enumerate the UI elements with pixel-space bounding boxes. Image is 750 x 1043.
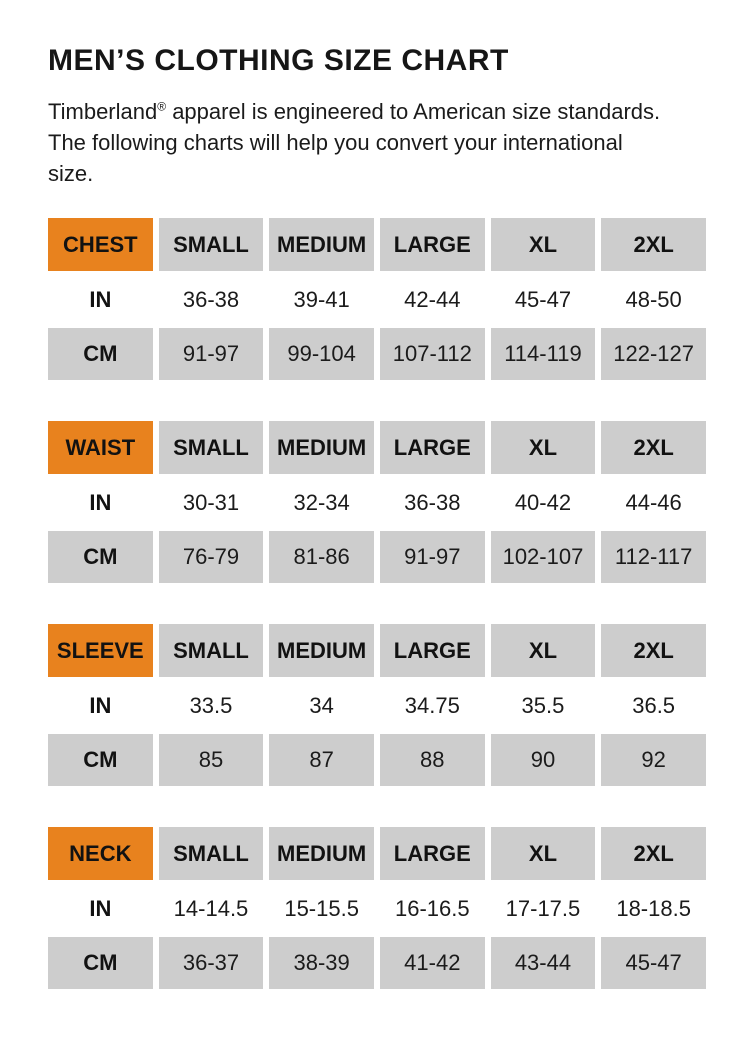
- table-header-row: CHEST SMALL MEDIUM LARGE XL 2XL: [48, 218, 706, 271]
- value-cell: 99-104: [269, 328, 374, 380]
- value-cell: 90: [490, 734, 596, 786]
- value-cell: 39-41: [269, 271, 374, 328]
- size-header-cell: MEDIUM: [269, 218, 374, 271]
- category-cell: SLEEVE: [48, 624, 153, 677]
- value-cell: 43-44: [490, 937, 596, 989]
- value-cell: 45-47: [601, 937, 706, 989]
- category-cell: NECK: [48, 827, 153, 880]
- value-cell: 40-42: [490, 474, 596, 531]
- value-cell: 112-117: [601, 531, 706, 583]
- size-table-sleeve: SLEEVE SMALL MEDIUM LARGE XL 2XL IN 33.5…: [42, 624, 712, 786]
- size-header-cell: SMALL: [158, 421, 264, 474]
- value-cell: 32-34: [269, 474, 374, 531]
- value-cell: 114-119: [490, 328, 596, 380]
- size-header-cell: SMALL: [158, 624, 264, 677]
- size-header-cell: LARGE: [379, 827, 485, 880]
- value-cell: 88: [379, 734, 485, 786]
- size-header-cell: MEDIUM: [269, 827, 374, 880]
- unit-cell: CM: [48, 328, 153, 380]
- value-cell: 33.5: [158, 677, 264, 734]
- size-header-cell: 2XL: [601, 624, 706, 677]
- value-cell: 36.5: [601, 677, 706, 734]
- unit-cell: IN: [48, 271, 153, 328]
- table-row-inches: IN 36-38 39-41 42-44 45-47 48-50: [48, 271, 706, 328]
- value-cell: 41-42: [379, 937, 485, 989]
- value-cell: 35.5: [490, 677, 596, 734]
- unit-cell: IN: [48, 677, 153, 734]
- table-row-inches: IN 33.5 34 34.75 35.5 36.5: [48, 677, 706, 734]
- table-row-inches: IN 30-31 32-34 36-38 40-42 44-46: [48, 474, 706, 531]
- value-cell: 15-15.5: [269, 880, 374, 937]
- value-cell: 38-39: [269, 937, 374, 989]
- size-table-waist: WAIST SMALL MEDIUM LARGE XL 2XL IN 30-31…: [42, 421, 712, 583]
- value-cell: 91-97: [158, 328, 264, 380]
- value-cell: 36-37: [158, 937, 264, 989]
- category-cell: CHEST: [48, 218, 153, 271]
- size-header-cell: LARGE: [379, 218, 485, 271]
- intro-paragraph: Timberland® apparel is engineered to Ame…: [48, 96, 673, 189]
- table-row-centimeters: CM 91-97 99-104 107-112 114-119 122-127: [48, 328, 706, 380]
- category-cell: WAIST: [48, 421, 153, 474]
- size-header-cell: XL: [490, 218, 596, 271]
- value-cell: 48-50: [601, 271, 706, 328]
- table-row-centimeters: CM 76-79 81-86 91-97 102-107 112-117: [48, 531, 706, 583]
- table-row-centimeters: CM 85 87 88 90 92: [48, 734, 706, 786]
- size-table-chest: CHEST SMALL MEDIUM LARGE XL 2XL IN 36-38…: [42, 218, 712, 380]
- table-header-row: SLEEVE SMALL MEDIUM LARGE XL 2XL: [48, 624, 706, 677]
- unit-cell: CM: [48, 734, 153, 786]
- size-header-cell: SMALL: [158, 218, 264, 271]
- unit-cell: CM: [48, 531, 153, 583]
- size-header-cell: SMALL: [158, 827, 264, 880]
- size-header-cell: LARGE: [379, 624, 485, 677]
- size-table-neck: NECK SMALL MEDIUM LARGE XL 2XL IN 14-14.…: [42, 827, 712, 989]
- size-header-cell: MEDIUM: [269, 421, 374, 474]
- table-row-centimeters: CM 36-37 38-39 41-42 43-44 45-47: [48, 937, 706, 989]
- size-header-cell: 2XL: [601, 218, 706, 271]
- table-header-row: NECK SMALL MEDIUM LARGE XL 2XL: [48, 827, 706, 880]
- value-cell: 34.75: [379, 677, 485, 734]
- size-header-cell: XL: [490, 827, 596, 880]
- value-cell: 42-44: [379, 271, 485, 328]
- size-header-cell: MEDIUM: [269, 624, 374, 677]
- size-header-cell: LARGE: [379, 421, 485, 474]
- value-cell: 14-14.5: [158, 880, 264, 937]
- size-header-cell: 2XL: [601, 421, 706, 474]
- table-header-row: WAIST SMALL MEDIUM LARGE XL 2XL: [48, 421, 706, 474]
- value-cell: 102-107: [490, 531, 596, 583]
- value-cell: 44-46: [601, 474, 706, 531]
- value-cell: 107-112: [379, 328, 485, 380]
- page-title: MEN’S CLOTHING SIZE CHART: [48, 44, 509, 77]
- unit-cell: IN: [48, 880, 153, 937]
- value-cell: 85: [158, 734, 264, 786]
- value-cell: 36-38: [379, 474, 485, 531]
- value-cell: 45-47: [490, 271, 596, 328]
- registered-trademark-symbol: ®: [157, 99, 167, 114]
- value-cell: 18-18.5: [601, 880, 706, 937]
- value-cell: 92: [601, 734, 706, 786]
- brand-name: Timberland: [48, 99, 158, 124]
- value-cell: 87: [269, 734, 374, 786]
- unit-cell: IN: [48, 474, 153, 531]
- table-row-inches: IN 14-14.5 15-15.5 16-16.5 17-17.5 18-18…: [48, 880, 706, 937]
- value-cell: 34: [269, 677, 374, 734]
- value-cell: 122-127: [601, 328, 706, 380]
- value-cell: 91-97: [379, 531, 485, 583]
- value-cell: 30-31: [158, 474, 264, 531]
- value-cell: 17-17.5: [490, 880, 596, 937]
- value-cell: 81-86: [269, 531, 374, 583]
- size-header-cell: XL: [490, 624, 596, 677]
- size-header-cell: XL: [490, 421, 596, 474]
- value-cell: 36-38: [158, 271, 264, 328]
- unit-cell: CM: [48, 937, 153, 989]
- value-cell: 76-79: [158, 531, 264, 583]
- size-header-cell: 2XL: [601, 827, 706, 880]
- intro-text: apparel is engineered to American size s…: [48, 99, 661, 186]
- value-cell: 16-16.5: [379, 880, 485, 937]
